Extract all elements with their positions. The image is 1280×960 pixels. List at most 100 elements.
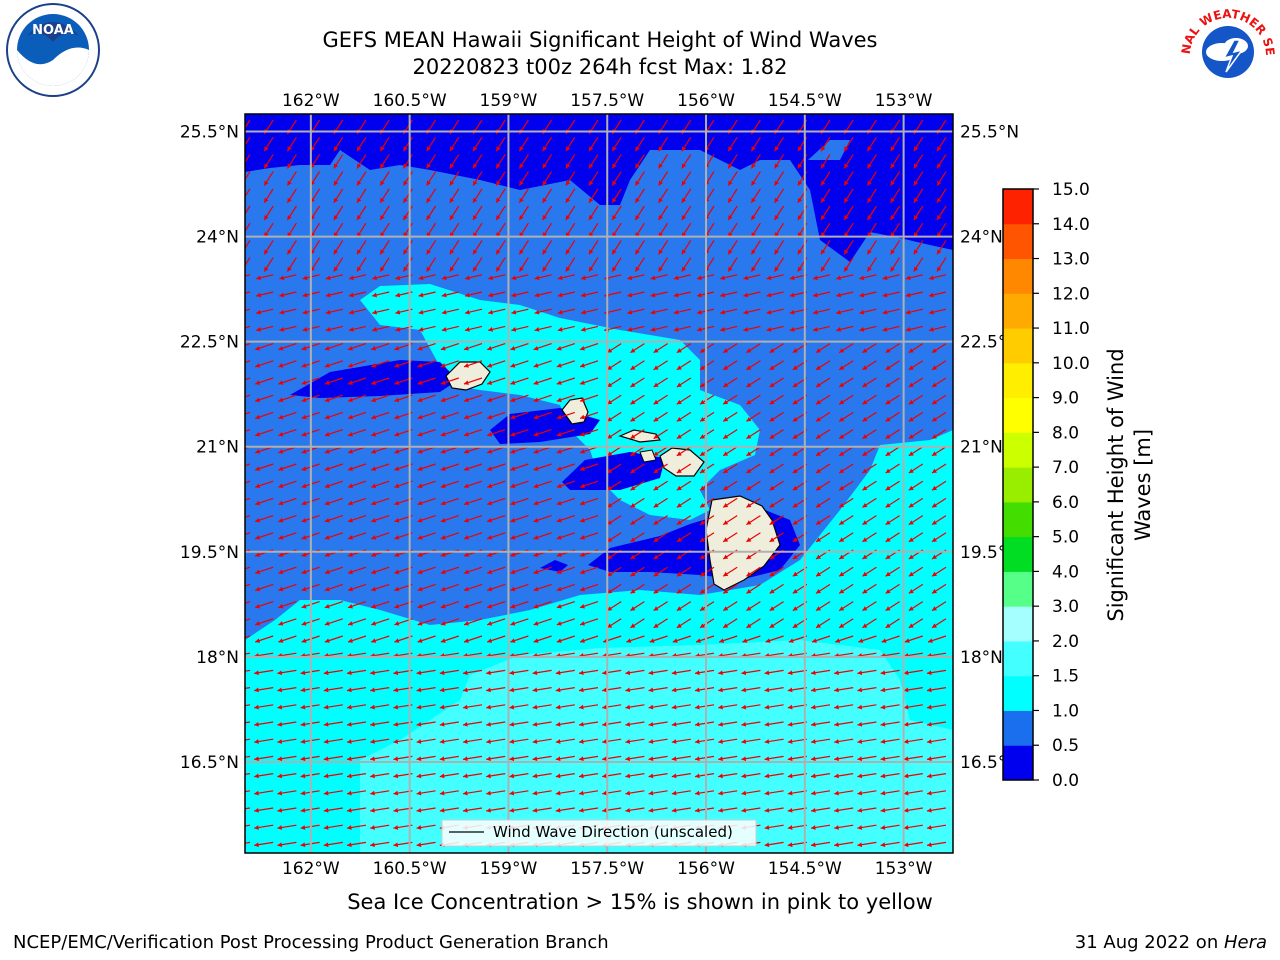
wave-arrow-head xyxy=(426,146,431,152)
wave-arrow-head xyxy=(556,603,562,609)
wave-arrow-head xyxy=(746,451,752,456)
wave-arrow-head xyxy=(301,535,307,540)
wave-arrow-head xyxy=(333,266,339,272)
wave-arrow-head xyxy=(671,670,677,676)
wave-arrow-head xyxy=(787,704,793,710)
wave-arrow-head xyxy=(834,825,839,830)
wave-arrow-head xyxy=(556,535,562,540)
wave-arrow-head xyxy=(834,807,839,813)
wave-arrow-head xyxy=(348,363,353,368)
wave-arrow-head xyxy=(589,266,594,272)
wave-arrow-head xyxy=(671,704,677,710)
wave-arrow-head xyxy=(301,345,307,351)
wave-arrow-head xyxy=(746,468,752,473)
wave-arrow-head xyxy=(278,603,284,609)
colorbar-tick-label: 15.0 xyxy=(1052,180,1090,200)
wave-arrow-head xyxy=(371,586,377,592)
wave-arrow-head xyxy=(532,721,538,727)
wave-arrow-head xyxy=(348,603,353,609)
wave-arrow-head xyxy=(627,292,633,298)
wave-arrow-head xyxy=(769,348,775,353)
colorbar-tick-label: 0.0 xyxy=(1052,771,1079,791)
wave-arrow-head xyxy=(821,215,826,220)
wave-arrow-head xyxy=(511,327,517,332)
wave-arrow-head xyxy=(487,552,493,557)
map-frame xyxy=(244,113,954,854)
wave-arrow-head xyxy=(510,431,516,437)
wave-arrow-head xyxy=(349,275,354,281)
wave-arrow-head xyxy=(903,825,909,830)
wave-arrow-head xyxy=(300,687,306,693)
wave-arrow-head xyxy=(231,860,236,865)
wave-arrow-head xyxy=(905,292,911,298)
wave-arrow xyxy=(245,652,251,655)
wave-arrow-head xyxy=(769,623,775,628)
wave-arrow-head xyxy=(486,790,491,796)
legend-box xyxy=(441,819,757,847)
wave-arrow xyxy=(245,841,251,844)
wave-arrow-head xyxy=(903,842,909,848)
wave-arrow-head xyxy=(811,687,816,693)
wave-arrow-head xyxy=(440,552,446,557)
wave-arrow-head xyxy=(880,704,886,710)
wave-arrow-head xyxy=(323,670,329,676)
wave-arrow-head xyxy=(393,721,399,727)
wave-arrow-head xyxy=(792,365,798,370)
wave-arrow-head xyxy=(728,215,733,220)
colorbar-tick-label: 4.0 xyxy=(1052,562,1079,582)
colorbar-segment xyxy=(1003,328,1033,364)
wave-arrow-head xyxy=(885,485,891,491)
wave-arrow-head xyxy=(324,363,330,368)
wave-arrow-head xyxy=(844,266,849,272)
wave-arrow-head xyxy=(542,197,547,203)
wave-arrow-head xyxy=(811,670,816,676)
wave-arrow-head xyxy=(300,670,306,676)
wave-arrow-head xyxy=(903,670,909,676)
wave-arrow-head xyxy=(403,180,408,186)
lat-tick-label-right: 18°N xyxy=(960,648,1003,668)
colorbar-label-line1: Significant Height of Wind xyxy=(1104,348,1128,621)
wave-arrow-head xyxy=(534,309,540,315)
wave-arrow-head xyxy=(496,249,501,255)
wave-arrow-head xyxy=(254,739,259,744)
wave-arrow-head xyxy=(486,687,491,693)
wave-arrow-head xyxy=(700,451,705,456)
wave-arrow-head xyxy=(695,756,700,762)
wave-arrow-head xyxy=(487,363,493,368)
wave-arrow-head xyxy=(751,249,756,255)
wave-arrow-head xyxy=(324,552,330,557)
wave-arrow-head xyxy=(488,309,494,315)
wave-arrow-head xyxy=(580,345,585,351)
wave-arrow-head xyxy=(324,345,330,351)
wave-arrow-head xyxy=(417,569,423,575)
wave-arrow-head xyxy=(774,146,779,152)
wave-arrow-head xyxy=(580,500,585,506)
wave-arrow-head xyxy=(488,292,494,298)
wave-arrow-head xyxy=(464,345,469,351)
wave-arrow-head xyxy=(857,807,863,813)
wave-arrow-head xyxy=(635,249,640,255)
wave-arrow-head xyxy=(658,197,663,203)
wave-arrow-head xyxy=(556,517,562,523)
wave-arrow-head xyxy=(746,399,752,405)
wave-arrow-head xyxy=(323,687,329,693)
wave-arrow-head xyxy=(811,790,816,796)
wave-arrow-head xyxy=(648,687,654,693)
wave-arrow-head xyxy=(764,842,770,848)
wave-arrow xyxy=(245,480,251,484)
wave-arrow-head xyxy=(579,687,584,693)
wave-arrow-head xyxy=(533,431,539,437)
wave-arrow-head xyxy=(519,197,524,203)
wave-arrow-head xyxy=(792,417,798,422)
wave-arrow xyxy=(245,773,251,775)
wave-arrow-head xyxy=(813,275,818,281)
wave-arrow-head xyxy=(556,860,561,865)
wave-arrow-head xyxy=(323,704,329,710)
wave-arrow-head xyxy=(440,380,446,385)
wave-arrow-head xyxy=(417,466,423,471)
wave-arrow-head xyxy=(932,417,937,422)
wave-arrow-head xyxy=(789,309,795,315)
wave-arrow-head xyxy=(602,756,607,762)
wave-arrow-head xyxy=(728,146,733,152)
wave-arrow-head xyxy=(394,380,400,385)
